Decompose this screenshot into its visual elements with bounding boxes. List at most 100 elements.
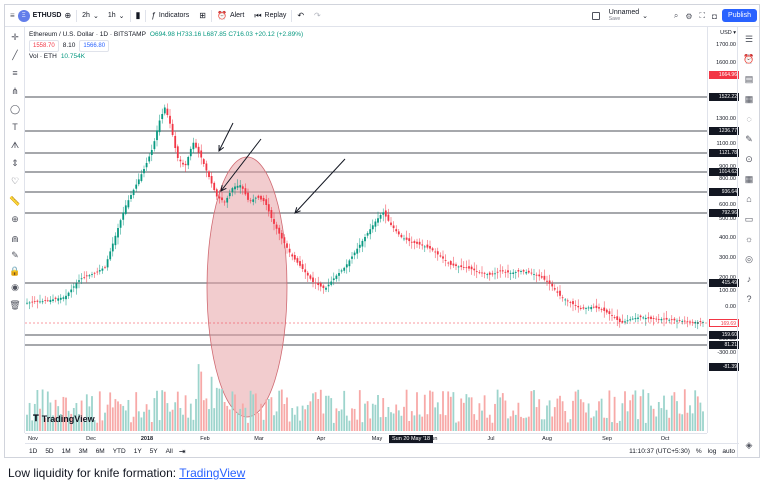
volume-bar [52, 415, 54, 431]
range-button-1y[interactable]: 1Y [133, 448, 142, 455]
candle-body [629, 319, 632, 321]
watchlist-icon[interactable]: ☰ [744, 34, 754, 44]
calendar-icon[interactable]: ▦ [744, 174, 754, 184]
templates-button[interactable]: ⊞ [194, 5, 211, 27]
watermark-text: TradingView [41, 413, 95, 424]
news-icon[interactable]: ⌂ [746, 194, 752, 204]
trash-icon[interactable]: 🗑 [9, 300, 21, 310]
pitchfork-icon[interactable]: ⋔ [11, 86, 19, 96]
candle-body [522, 270, 525, 272]
layers-icon[interactable]: ◈ [745, 440, 753, 450]
notifications-icon[interactable]: ♪ [746, 274, 752, 284]
patterns-icon[interactable]: ᗑ [10, 140, 20, 150]
volume-bar [673, 392, 676, 431]
candle-body [327, 284, 330, 287]
magnet-icon[interactable]: ⋒ [11, 234, 19, 244]
buy-price[interactable]: 1566.80 [79, 40, 110, 52]
add-symbol-icon[interactable]: ⊕ [64, 11, 72, 20]
comments-icon[interactable]: ▭ [744, 214, 754, 224]
heart-icon[interactable]: ♡ [10, 176, 20, 186]
zoom-in-icon[interactable]: ⊕ [11, 214, 19, 224]
data-window-icon[interactable]: ▤ [744, 74, 754, 84]
range-button-1d[interactable]: 1D [29, 448, 38, 455]
volume-bar [611, 422, 613, 431]
price-chart[interactable] [25, 27, 707, 433]
price-scale[interactable]: USD ▾1700.001600.001300.001200.001100.00… [707, 27, 739, 433]
undo-button[interactable]: ↶ [292, 5, 309, 27]
volume-bar [98, 391, 101, 431]
candle-body [330, 281, 333, 285]
range-button-ytd[interactable]: YTD [112, 448, 126, 455]
layout-selector[interactable]: Unnamed Save ⌄ [587, 5, 653, 27]
chat-icon[interactable]: ◌ [746, 114, 752, 124]
volume-bar [309, 401, 312, 431]
pencil-lock-icon[interactable]: ✎ [11, 250, 19, 260]
goto-date-icon[interactable]: ⇥ [178, 447, 186, 456]
lock-icon[interactable]: 🔒 [9, 266, 21, 276]
camera-icon[interactable]: ◘ [712, 11, 717, 21]
volume-bar [392, 413, 395, 431]
candle-body [205, 163, 208, 171]
candle-body [457, 266, 460, 268]
range-button-1m[interactable]: 1M [61, 448, 71, 455]
chart-type-button[interactable]: ▮ [131, 5, 146, 27]
alerts-clock-icon[interactable]: ⏰ [743, 54, 755, 64]
log-toggle[interactable]: log [707, 448, 717, 455]
redo-button[interactable]: ↷ [309, 5, 326, 27]
ideas-icon[interactable]: ✎ [745, 134, 753, 144]
candle-body [288, 248, 291, 253]
trend-line-icon[interactable]: ╱ [12, 50, 18, 60]
gear-icon[interactable]: ⚙ [685, 11, 693, 21]
shapes-icon[interactable]: ◯ [9, 104, 21, 114]
percent-toggle[interactable]: % [695, 448, 702, 455]
candle-body [655, 318, 658, 320]
text-icon[interactable]: T [12, 122, 18, 132]
candle-body [553, 288, 556, 290]
range-button-3m[interactable]: 3M [78, 448, 88, 455]
crosshair-icon[interactable]: ✛ [11, 32, 19, 42]
range-button-5d[interactable]: 5D [45, 448, 54, 455]
horizontal-lines-icon[interactable]: ≡ [12, 68, 18, 78]
range-button-all[interactable]: All [165, 448, 173, 455]
range-button-6m[interactable]: 6M [95, 448, 105, 455]
hotlist-icon[interactable]: ▦ [744, 94, 754, 104]
indicators-button[interactable]: ƒ Indicators [146, 5, 194, 27]
replay-button[interactable]: ⏮ Replay [249, 5, 291, 27]
interval-selector[interactable]: 2h ⌄ 1h ⌄ [77, 5, 129, 27]
volume-bar [605, 417, 608, 431]
eye-icon[interactable]: ◉ [11, 282, 19, 292]
candle-body [335, 275, 338, 279]
streams-icon[interactable]: ⊙ [745, 154, 753, 164]
ruler-icon[interactable]: 📏 [9, 196, 21, 206]
publish-button[interactable]: Publish [722, 9, 757, 22]
measure-range-icon[interactable]: ⇕ [11, 158, 19, 168]
volume-bar [197, 364, 200, 431]
currency-selector[interactable]: USD ▾ [720, 30, 736, 36]
candle-body [78, 280, 80, 282]
divider [129, 9, 131, 22]
candle-body [195, 142, 197, 148]
volume-value: 10.754K [60, 53, 86, 60]
alert-button[interactable]: ⏰ Alert [212, 5, 249, 27]
sell-price[interactable]: 1558.70 [29, 40, 59, 52]
auto-toggle[interactable]: auto [722, 448, 735, 455]
candle-body [527, 270, 530, 273]
help-icon[interactable]: ? [746, 294, 752, 304]
volume-bar [137, 411, 140, 431]
broadcast-icon[interactable]: ◎ [745, 254, 753, 264]
volume-bar [312, 393, 314, 431]
arrow-head [294, 207, 301, 214]
volume-bar [366, 401, 369, 431]
candle-body [507, 270, 509, 273]
symbol-search[interactable]: ≡ Ξ ETHUSD ⊕ [5, 5, 76, 27]
volume-bar [96, 422, 99, 431]
range-button-5y[interactable]: 5Y [149, 448, 158, 455]
time-axis[interactable]: NovDec2018FebMarAprMayJunJulAugSepOct Su… [25, 433, 707, 443]
caption-link[interactable]: TradingView [179, 466, 246, 480]
search-icon[interactable]: ⌕ [673, 11, 679, 20]
volume-bar [486, 417, 489, 431]
fullscreen-icon[interactable]: ⛶ [699, 11, 706, 20]
volume-bar [436, 402, 439, 431]
lightbulb-icon[interactable]: ☼ [744, 234, 754, 244]
chart-pane[interactable]: Ethereum / U.S. Dollar · 1D · BITSTAMP O… [25, 27, 707, 433]
